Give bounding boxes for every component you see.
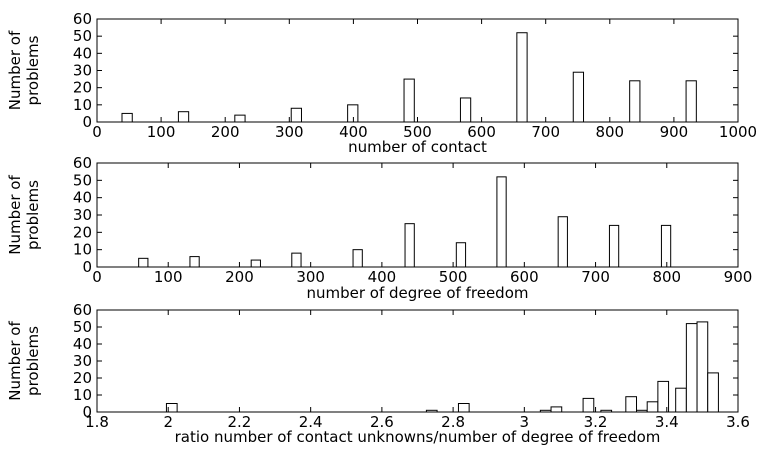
y-tick-label: 40 — [73, 189, 92, 207]
x-tick-label: 800 — [652, 268, 681, 286]
bar — [460, 98, 470, 122]
x-tick-label: 0 — [92, 268, 102, 286]
chart-contacts: 0 100 200 300 400 500 600 700 800 900 100001020304… — [6, 10, 757, 156]
bar — [661, 225, 670, 267]
bar — [139, 258, 148, 267]
y-tick-label: 40 — [73, 44, 92, 62]
x-tick-label: 200 — [225, 268, 254, 286]
bar — [647, 402, 658, 412]
bar — [676, 388, 687, 412]
bar — [626, 397, 637, 412]
bar — [686, 324, 697, 412]
chart-dof: 0 100 200 300 400 500 600 700 800 900010203040506… — [6, 154, 752, 302]
bar — [630, 81, 640, 122]
y-axis-label: problems — [24, 326, 42, 396]
bar — [348, 105, 358, 122]
bar — [292, 253, 301, 267]
bar — [558, 217, 567, 267]
y-tick-label: 50 — [73, 27, 92, 45]
x-tick-label: 3.6 — [726, 413, 750, 431]
y-tick-label: 50 — [73, 318, 92, 336]
y-axis-label: Number of — [6, 321, 24, 401]
bar — [353, 250, 362, 267]
plot-frame — [97, 163, 738, 267]
bar — [497, 177, 506, 267]
x-tick-label: 100 — [147, 123, 176, 141]
y-axis-label: problems — [24, 35, 42, 105]
y-tick-label: 20 — [73, 79, 92, 97]
x-axis-label: ratio number of contact unknowns/number … — [175, 428, 661, 446]
bar — [708, 373, 719, 412]
plot-frame — [97, 310, 738, 412]
y-tick-label: 20 — [73, 223, 92, 241]
x-tick-label: 100 — [154, 268, 183, 286]
y-tick-label: 20 — [73, 369, 92, 387]
bar — [551, 407, 562, 412]
bar — [517, 33, 527, 122]
bar — [458, 404, 469, 413]
y-axis-label: Number of — [6, 175, 24, 255]
x-tick-label: 300 — [275, 123, 304, 141]
x-tick-label: 200 — [211, 123, 240, 141]
bar — [573, 72, 583, 122]
x-tick-label: 700 — [531, 123, 560, 141]
x-tick-label: 700 — [581, 268, 610, 286]
bar — [583, 398, 594, 412]
x-tick-label: 1000 — [719, 123, 757, 141]
y-tick-label: 30 — [73, 206, 92, 224]
bar — [686, 81, 696, 122]
bar — [609, 225, 618, 267]
y-tick-label: 0 — [82, 113, 92, 131]
y-tick-label: 40 — [73, 335, 92, 353]
y-tick-label: 0 — [82, 258, 92, 276]
x-tick-label: 800 — [595, 123, 624, 141]
bar — [251, 260, 260, 267]
x-axis-label: number of contact — [348, 138, 487, 156]
y-tick-label: 10 — [73, 241, 92, 259]
y-tick-label: 30 — [73, 352, 92, 370]
plot-frame — [97, 19, 738, 122]
x-tick-label: 900 — [660, 123, 689, 141]
bar — [190, 257, 199, 267]
y-tick-label: 60 — [73, 301, 92, 319]
y-tick-label: 50 — [73, 171, 92, 189]
y-tick-label: 30 — [73, 62, 92, 80]
x-tick-label: 900 — [724, 268, 753, 286]
y-tick-label: 10 — [73, 96, 92, 114]
bar — [235, 115, 245, 122]
x-tick-label: 0 — [92, 123, 102, 141]
y-tick-label: 10 — [73, 386, 92, 404]
bar — [291, 108, 301, 122]
y-tick-label: 0 — [82, 403, 92, 421]
x-axis-label: number of degree of freedom — [307, 284, 529, 302]
bar — [456, 243, 465, 267]
bar — [405, 224, 414, 267]
bar — [178, 112, 188, 122]
y-axis-label: problems — [24, 180, 42, 250]
chart-ratio: 1.8 2 2.2 2.4 2.6 2.8 3 3.2 3.4 3.60102030405060r… — [6, 301, 750, 446]
y-tick-label: 60 — [73, 154, 92, 172]
x-tick-label: 2 — [163, 413, 173, 431]
bar — [122, 113, 132, 122]
y-axis-label: Number of — [6, 30, 24, 110]
bar — [404, 79, 414, 122]
y-tick-label: 60 — [73, 10, 92, 28]
bar — [697, 322, 708, 412]
